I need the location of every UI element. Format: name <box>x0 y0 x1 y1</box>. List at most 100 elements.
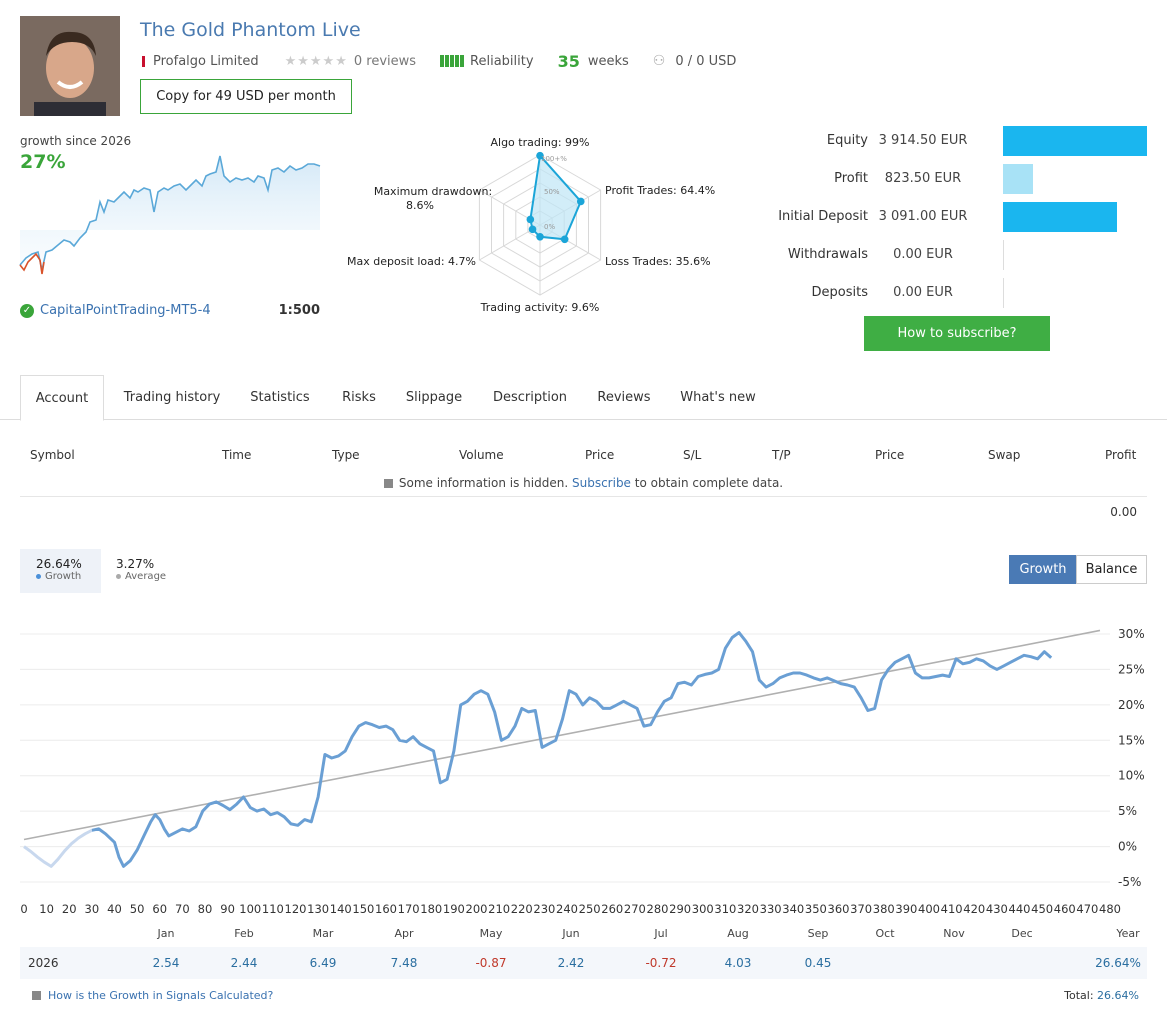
month-label: Aug <box>727 927 749 940</box>
author-avatar[interactable] <box>20 16 120 116</box>
reviews-count[interactable]: 0 reviews <box>353 53 417 69</box>
month-label: Jun <box>562 927 580 940</box>
column-type[interactable]: Type <box>332 448 360 462</box>
column-profit[interactable]: Profit <box>1105 448 1137 462</box>
x-tick-label: 260 <box>601 902 623 916</box>
month-label: Apr <box>394 927 414 940</box>
tab-statistics[interactable]: Statistics <box>250 390 310 405</box>
radar-chart: 100+% 50% 0% Algo trading: 99% Profit Tr… <box>347 136 715 314</box>
column-price[interactable]: Price <box>585 448 615 462</box>
tab-description[interactable]: Description <box>492 390 568 405</box>
y-tick-label: 10% <box>1118 769 1145 783</box>
hidden-note-pre: Some information is hidden. <box>398 476 569 490</box>
month-label: Feb <box>234 927 254 940</box>
growth-chart: 30% 25% 20% 15% 10% 5% 0% -5% 0 10 20 30 40 50 60 70 80 9… <box>20 627 1145 916</box>
x-tick-label: 50 <box>130 902 145 916</box>
tab-reviews[interactable]: Reviews <box>597 390 651 405</box>
mini-growth-chart <box>19 155 321 275</box>
hidden-info-note: Some information is hidden. Subscribe to… <box>0 476 1167 490</box>
tab-trading-history[interactable]: Trading history <box>123 390 221 405</box>
growth-toggle-button[interactable]: Growth <box>1009 555 1077 584</box>
account-row: ✓ CapitalPointTrading-MT5-4 1:500 <box>20 303 320 318</box>
column-time[interactable]: Time <box>222 448 252 462</box>
radar-point <box>560 235 569 244</box>
hidden-note-post: to obtain complete data. <box>634 476 784 490</box>
avatar-photo <box>20 16 120 116</box>
month-value[interactable]: 4.03 <box>724 956 752 970</box>
ring-label-0: 0% <box>544 223 555 231</box>
ring-label-100: 100+% <box>541 155 567 163</box>
radar-label-deposit-load: Max deposit load: 4.7% <box>347 255 476 268</box>
growth-calc-link-text[interactable]: How is the Growth in Signals Calculated? <box>48 989 274 1002</box>
x-tick-label: 350 <box>805 902 827 916</box>
column-volume[interactable]: Volume <box>459 448 504 462</box>
x-tick-label: 240 <box>556 902 578 916</box>
y-tick-label: 15% <box>1118 733 1145 747</box>
subscribe-link[interactable]: Subscribe <box>571 476 631 490</box>
equity-row-label: Initial Deposit <box>778 208 868 224</box>
company-name[interactable]: Profalgo Limited <box>153 53 259 69</box>
x-tick-label: 0 <box>20 902 27 916</box>
legend-average[interactable]: 3.27% Average <box>116 557 166 582</box>
signal-title[interactable]: The Gold Phantom Live <box>140 19 361 41</box>
month-value[interactable]: 2.44 <box>230 956 258 970</box>
x-tick-label: 430 <box>986 902 1008 916</box>
reliability-bars-icon <box>440 55 465 67</box>
tab-slippage[interactable]: Slippage <box>405 390 463 405</box>
legend-growth[interactable] <box>20 549 101 593</box>
month-label: Sep <box>807 927 829 940</box>
equity-row-label: Withdrawals <box>787 246 868 262</box>
x-tick-label: 370 <box>850 902 872 916</box>
equity-row: Equity 3 914.50 EUR <box>738 130 978 150</box>
x-tick-label: 80 <box>198 902 213 916</box>
month-value[interactable]: -0.72 <box>645 956 677 970</box>
signal-info-bar: Profalgo Limited ★★★★★ 0 reviews Reliabi… <box>140 52 736 71</box>
equity-row-value: 823.50 EUR <box>884 170 962 186</box>
month-value[interactable]: 2.54 <box>152 956 180 970</box>
month-label: Jul <box>654 927 668 940</box>
balance-toggle-button[interactable]: Balance <box>1076 555 1147 584</box>
radar-label-profit: Profit Trades: 64.4% <box>605 184 715 197</box>
x-tick-label: 250 <box>579 902 601 916</box>
x-tick-label: 120 <box>285 902 307 916</box>
mini-chart-drawdown <box>19 252 45 275</box>
month-value[interactable]: 7.48 <box>390 956 418 970</box>
copy-subscription-button[interactable]: Copy for 49 USD per month <box>140 79 352 114</box>
radar-point <box>528 225 537 234</box>
x-tick-label: 20 <box>62 902 77 916</box>
rating-stars-icon: ★★★★★ <box>284 53 348 69</box>
column-symbol[interactable]: Symbol <box>30 448 75 462</box>
equity-row: Initial Deposit 3 091.00 EUR <box>738 206 978 226</box>
month-value[interactable]: -0.87 <box>475 956 507 970</box>
column-tp[interactable]: T/P <box>772 448 791 462</box>
broker-account[interactable]: CapitalPointTrading-MT5-4 <box>40 303 211 318</box>
tab-risks[interactable]: Risks <box>342 390 376 405</box>
tab-whats-new[interactable]: What's new <box>680 390 756 405</box>
x-tick-label: 390 <box>895 902 917 916</box>
x-tick-label: 400 <box>918 902 940 916</box>
equity-bar <box>1003 202 1117 232</box>
x-tick-label: 470 <box>1076 902 1098 916</box>
month-value[interactable]: 0.45 <box>804 956 832 970</box>
tab-bar: Account Trading history Statistics Risks… <box>0 375 1167 421</box>
radar-points <box>526 151 585 244</box>
how-to-subscribe-button[interactable]: How to subscribe? <box>864 316 1050 351</box>
legend-growth-label: Growth <box>45 571 82 582</box>
footer-total-value: 26.64% <box>1097 989 1139 1002</box>
equity-row-label: Equity <box>826 132 868 148</box>
verified-shield-icon: ✓ <box>20 303 34 318</box>
month-value[interactable]: 6.49 <box>309 956 337 970</box>
average-dot-icon <box>116 574 121 579</box>
tab-account[interactable]: Account <box>20 375 104 421</box>
growth-calc-link[interactable]: How is the Growth in Signals Calculated? <box>32 989 273 1002</box>
column-sl[interactable]: S/L <box>683 448 702 462</box>
equity-bar <box>1003 126 1147 156</box>
month-value[interactable]: 26.64% <box>1095 956 1141 970</box>
column-swap[interactable]: Swap <box>988 448 1021 462</box>
column-close-price[interactable]: Price <box>875 448 905 462</box>
month-value[interactable]: 2.42 <box>557 956 585 970</box>
x-tick-label: 130 <box>307 902 329 916</box>
x-tick-label: 40 <box>107 902 122 916</box>
equity-row-value: 0.00 EUR <box>893 284 953 300</box>
equity-bar <box>1003 240 1004 270</box>
